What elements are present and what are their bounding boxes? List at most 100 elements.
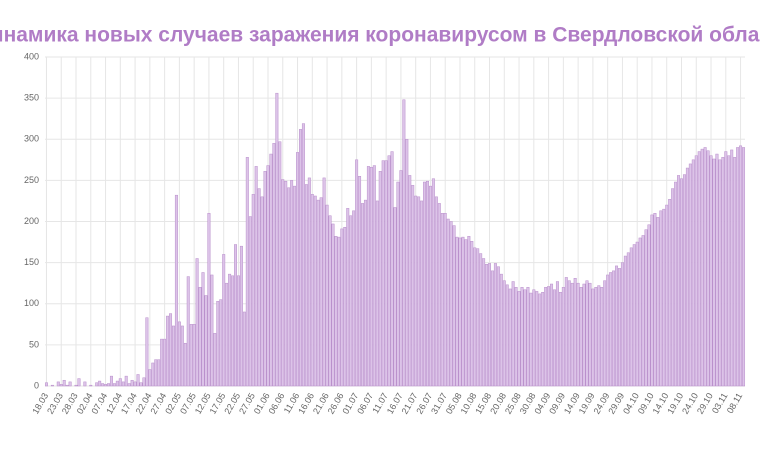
bar [204,295,208,387]
bar [721,157,725,387]
bar [715,153,719,387]
bar [440,213,444,387]
bar [493,263,497,387]
bar [109,375,113,387]
bar [151,362,155,387]
bar [449,221,453,387]
y-tick-label: 0 [34,380,39,390]
bar [59,384,63,387]
bar [467,236,471,387]
bar [700,148,704,387]
bar [523,289,527,387]
bar [629,247,633,387]
bar [668,199,672,387]
bar [304,184,308,387]
bar [148,369,152,387]
bar [520,287,524,387]
bar [343,227,347,387]
bar [553,289,556,387]
bar [68,381,72,387]
bar [133,381,137,387]
bar [582,283,586,387]
bar [284,180,288,387]
bar [603,280,607,387]
bar [210,274,214,387]
bar [727,155,731,387]
bar [414,195,418,387]
bar [461,236,465,387]
bar [594,287,598,387]
bar [508,288,512,387]
bar [298,129,302,387]
bar [375,200,379,387]
bar [74,384,78,387]
bar [600,287,604,387]
bar [674,181,678,387]
bar [127,383,131,387]
bar [257,188,261,387]
bar [107,383,110,387]
x-tick-label: 08.11 [725,391,745,415]
bar [405,139,409,387]
bar [623,255,627,387]
bar [216,301,220,387]
bar [254,166,258,387]
bar [340,228,344,387]
bar [166,315,170,387]
bar [682,174,686,387]
bar [219,299,223,387]
bar [201,272,205,387]
bar [222,254,226,387]
bar [606,274,610,387]
bar [287,187,291,387]
bar [464,239,468,387]
bar [635,241,639,387]
bar [626,252,630,387]
bar [62,379,66,387]
bar [455,236,459,387]
bar [691,159,695,387]
bar [479,253,483,387]
bar [331,223,335,387]
bar [482,258,486,387]
bar [296,152,300,387]
bar [372,165,376,387]
bar [428,185,432,387]
bar [396,181,400,387]
bar [632,244,636,387]
bar [703,147,707,387]
bar [260,196,264,387]
bar [739,145,743,387]
bar [617,268,621,387]
bar [322,177,326,387]
bar [434,196,438,387]
bar [526,287,530,387]
bar [517,291,521,387]
bar [101,383,105,387]
bar [369,166,373,387]
bar [411,185,415,387]
bar [423,181,427,387]
bar [378,171,382,387]
bar [278,141,282,387]
bar [420,200,424,387]
bar [561,287,565,387]
bar [387,155,391,387]
bar [213,333,217,387]
bar [325,204,329,387]
bar [355,159,359,387]
bar [44,382,48,387]
bar [638,237,642,387]
bar [328,215,332,387]
bar [458,237,462,387]
bar [511,281,515,387]
bar [180,325,184,387]
bar [118,378,122,387]
bar [452,225,456,387]
y-tick-label: 100 [24,298,39,308]
y-tick-label: 400 [24,51,39,61]
bar [207,213,211,387]
bar [473,247,477,387]
bar [496,266,500,387]
bar [558,291,562,387]
